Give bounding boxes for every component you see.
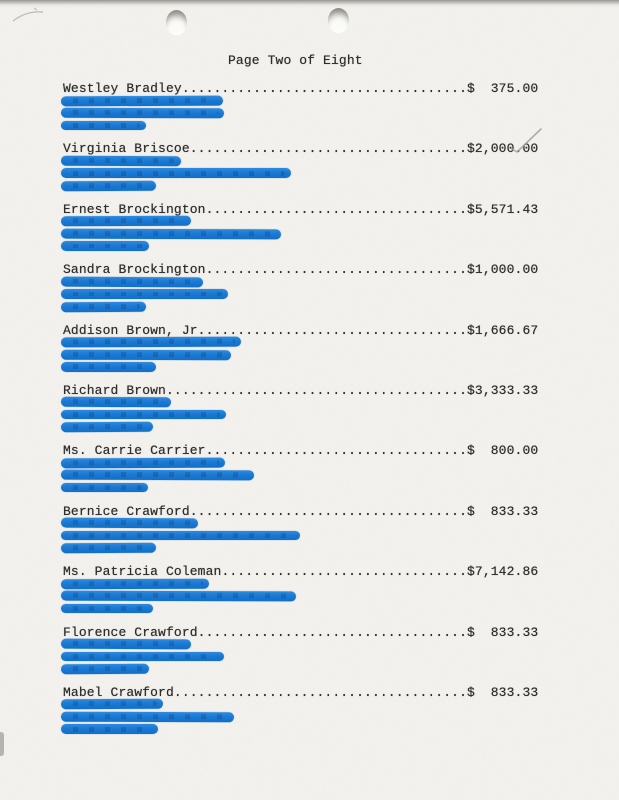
page-title: Page Two of Eight [228,53,363,68]
payment-amount: $ 833.33 [467,624,539,640]
ledger-entry: Virginia Briscoe........................… [60,142,549,202]
redaction-bar [60,663,150,674]
ledger-entry: Ernest Brockington......................… [60,201,549,263]
ledger-entry: Ms. Patricia Coleman....................… [60,565,549,625]
redaction-bar [61,482,148,493]
entry-text-line: Mabel Crawford..........................… [63,684,549,700]
ledger-entry: Ms. Carrie Carrier......................… [60,444,549,504]
payee-name: Mabel Crawford [63,684,174,700]
payment-amount: $5,571.43 [467,201,539,217]
payee-name: Richard Brown [63,382,166,398]
payee-name: Westley Bradley [63,81,182,96]
scan-edge-mark [0,732,4,756]
redaction-bar [60,155,182,166]
entry-text-line: Richard Brown...........................… [63,382,549,398]
pencil-smudge [12,7,44,22]
redaction-bar [61,168,291,178]
dot-leader: ................................. [205,262,467,278]
redaction-bar [60,336,242,347]
payment-amount: $ 800.00 [467,443,539,459]
redaction-bar [60,349,232,360]
redaction-bar [61,530,300,541]
redaction-bar [60,301,147,312]
punch-hole [328,8,349,33]
payee-name: Addison Brown, Jr [63,322,198,338]
payment-amount: $ 833.33 [467,684,539,700]
entry-text-line: Ms. Carrie Carrier......................… [63,444,549,458]
scanner-edge-shadow [0,0,619,8]
payee-name: Florence Crawford [63,624,198,640]
redaction-bar [60,517,199,529]
dot-leader: ................................... [189,141,467,157]
payee-name: Sandra Brockington [63,262,206,278]
ledger-entry: Sandra Brockington......................… [60,263,549,323]
redaction-bar [60,638,192,649]
ledger-entry: Richard Brown...........................… [60,382,549,444]
dot-leader: ............................... [221,564,467,580]
payee-name: Ms. Carrie Carrier [63,443,206,459]
payee-name: Virginia Briscoe [63,141,190,157]
entry-text-line: Florence Crawford.......................… [63,624,549,640]
payment-amount: $3,333.33 [467,382,539,398]
redaction-bar [60,397,172,408]
redaction-bar [61,651,224,662]
dot-leader: ................................... [189,503,467,519]
redaction-bar [61,289,228,299]
payee-name: Ernest Brockington [63,201,206,217]
payment-amount: $2,000.00 [467,141,539,157]
redaction-bar [60,422,154,433]
dot-leader: .................................. [197,322,467,338]
ledger-entry: Addison Brown, Jr.......................… [60,322,549,384]
redaction-bar [60,215,192,227]
payee-name: Ms. Patricia Coleman [63,564,222,580]
ledger-entry: Bernice Crawford........................… [60,503,549,565]
pencil-checkmark [511,128,542,153]
payee-name: Bernice Crawford [63,503,190,519]
dot-leader: ................................. [205,201,467,217]
redaction-bar [60,457,226,468]
entry-text-line: Westley Bradley.........................… [63,82,549,96]
punch-hole [166,10,187,35]
payment-amount: $ 833.33 [467,503,539,519]
redaction-bar [60,107,225,118]
redaction-bar [60,276,204,287]
payment-amount: $ 375.00 [467,81,539,96]
redaction-bar [60,180,157,191]
payment-amount: $1,000.00 [467,262,539,278]
entry-text-line: Ernest Brockington......................… [63,201,549,217]
payment-amount: $7,142.86 [467,564,539,580]
redaction-bar [60,578,210,589]
redaction-bar [61,724,158,734]
redaction-bar [60,228,282,239]
entry-text-line: Sandra Brockington......................… [63,263,549,277]
redaction-bar [61,362,156,372]
entry-text-line: Addison Brown, Jr.......................… [63,322,549,338]
redaction-bar [61,241,149,251]
redaction-bar [60,470,255,481]
entry-text-line: Virginia Briscoe........................… [63,142,549,156]
entry-text-line: Bernice Crawford........................… [63,503,549,519]
redaction-bar [60,542,157,553]
redaction-bar [60,699,164,710]
dot-leader: ................................. [205,443,467,459]
redaction-bar [60,95,224,106]
dot-leader: .................................. [197,624,467,640]
dot-leader: .................................... [181,81,467,96]
ledger-entry: Florence Crawford.......................… [60,624,549,686]
redaction-bar [61,603,153,614]
dot-leader: ...................................... [165,382,467,398]
dot-leader: ..................................... [173,684,467,700]
redaction-bar [61,120,146,130]
redaction-bar [61,409,226,420]
payment-amount: $1,666.67 [467,322,539,338]
entries: Westley Bradley.........................… [60,82,549,746]
redaction-bar [60,711,235,722]
ledger-entry: Mabel Crawford..........................… [60,684,549,746]
redaction-bar [60,590,297,602]
entry-text-line: Ms. Patricia Coleman....................… [63,565,549,579]
ledger-entry: Westley Bradley.........................… [60,82,549,142]
